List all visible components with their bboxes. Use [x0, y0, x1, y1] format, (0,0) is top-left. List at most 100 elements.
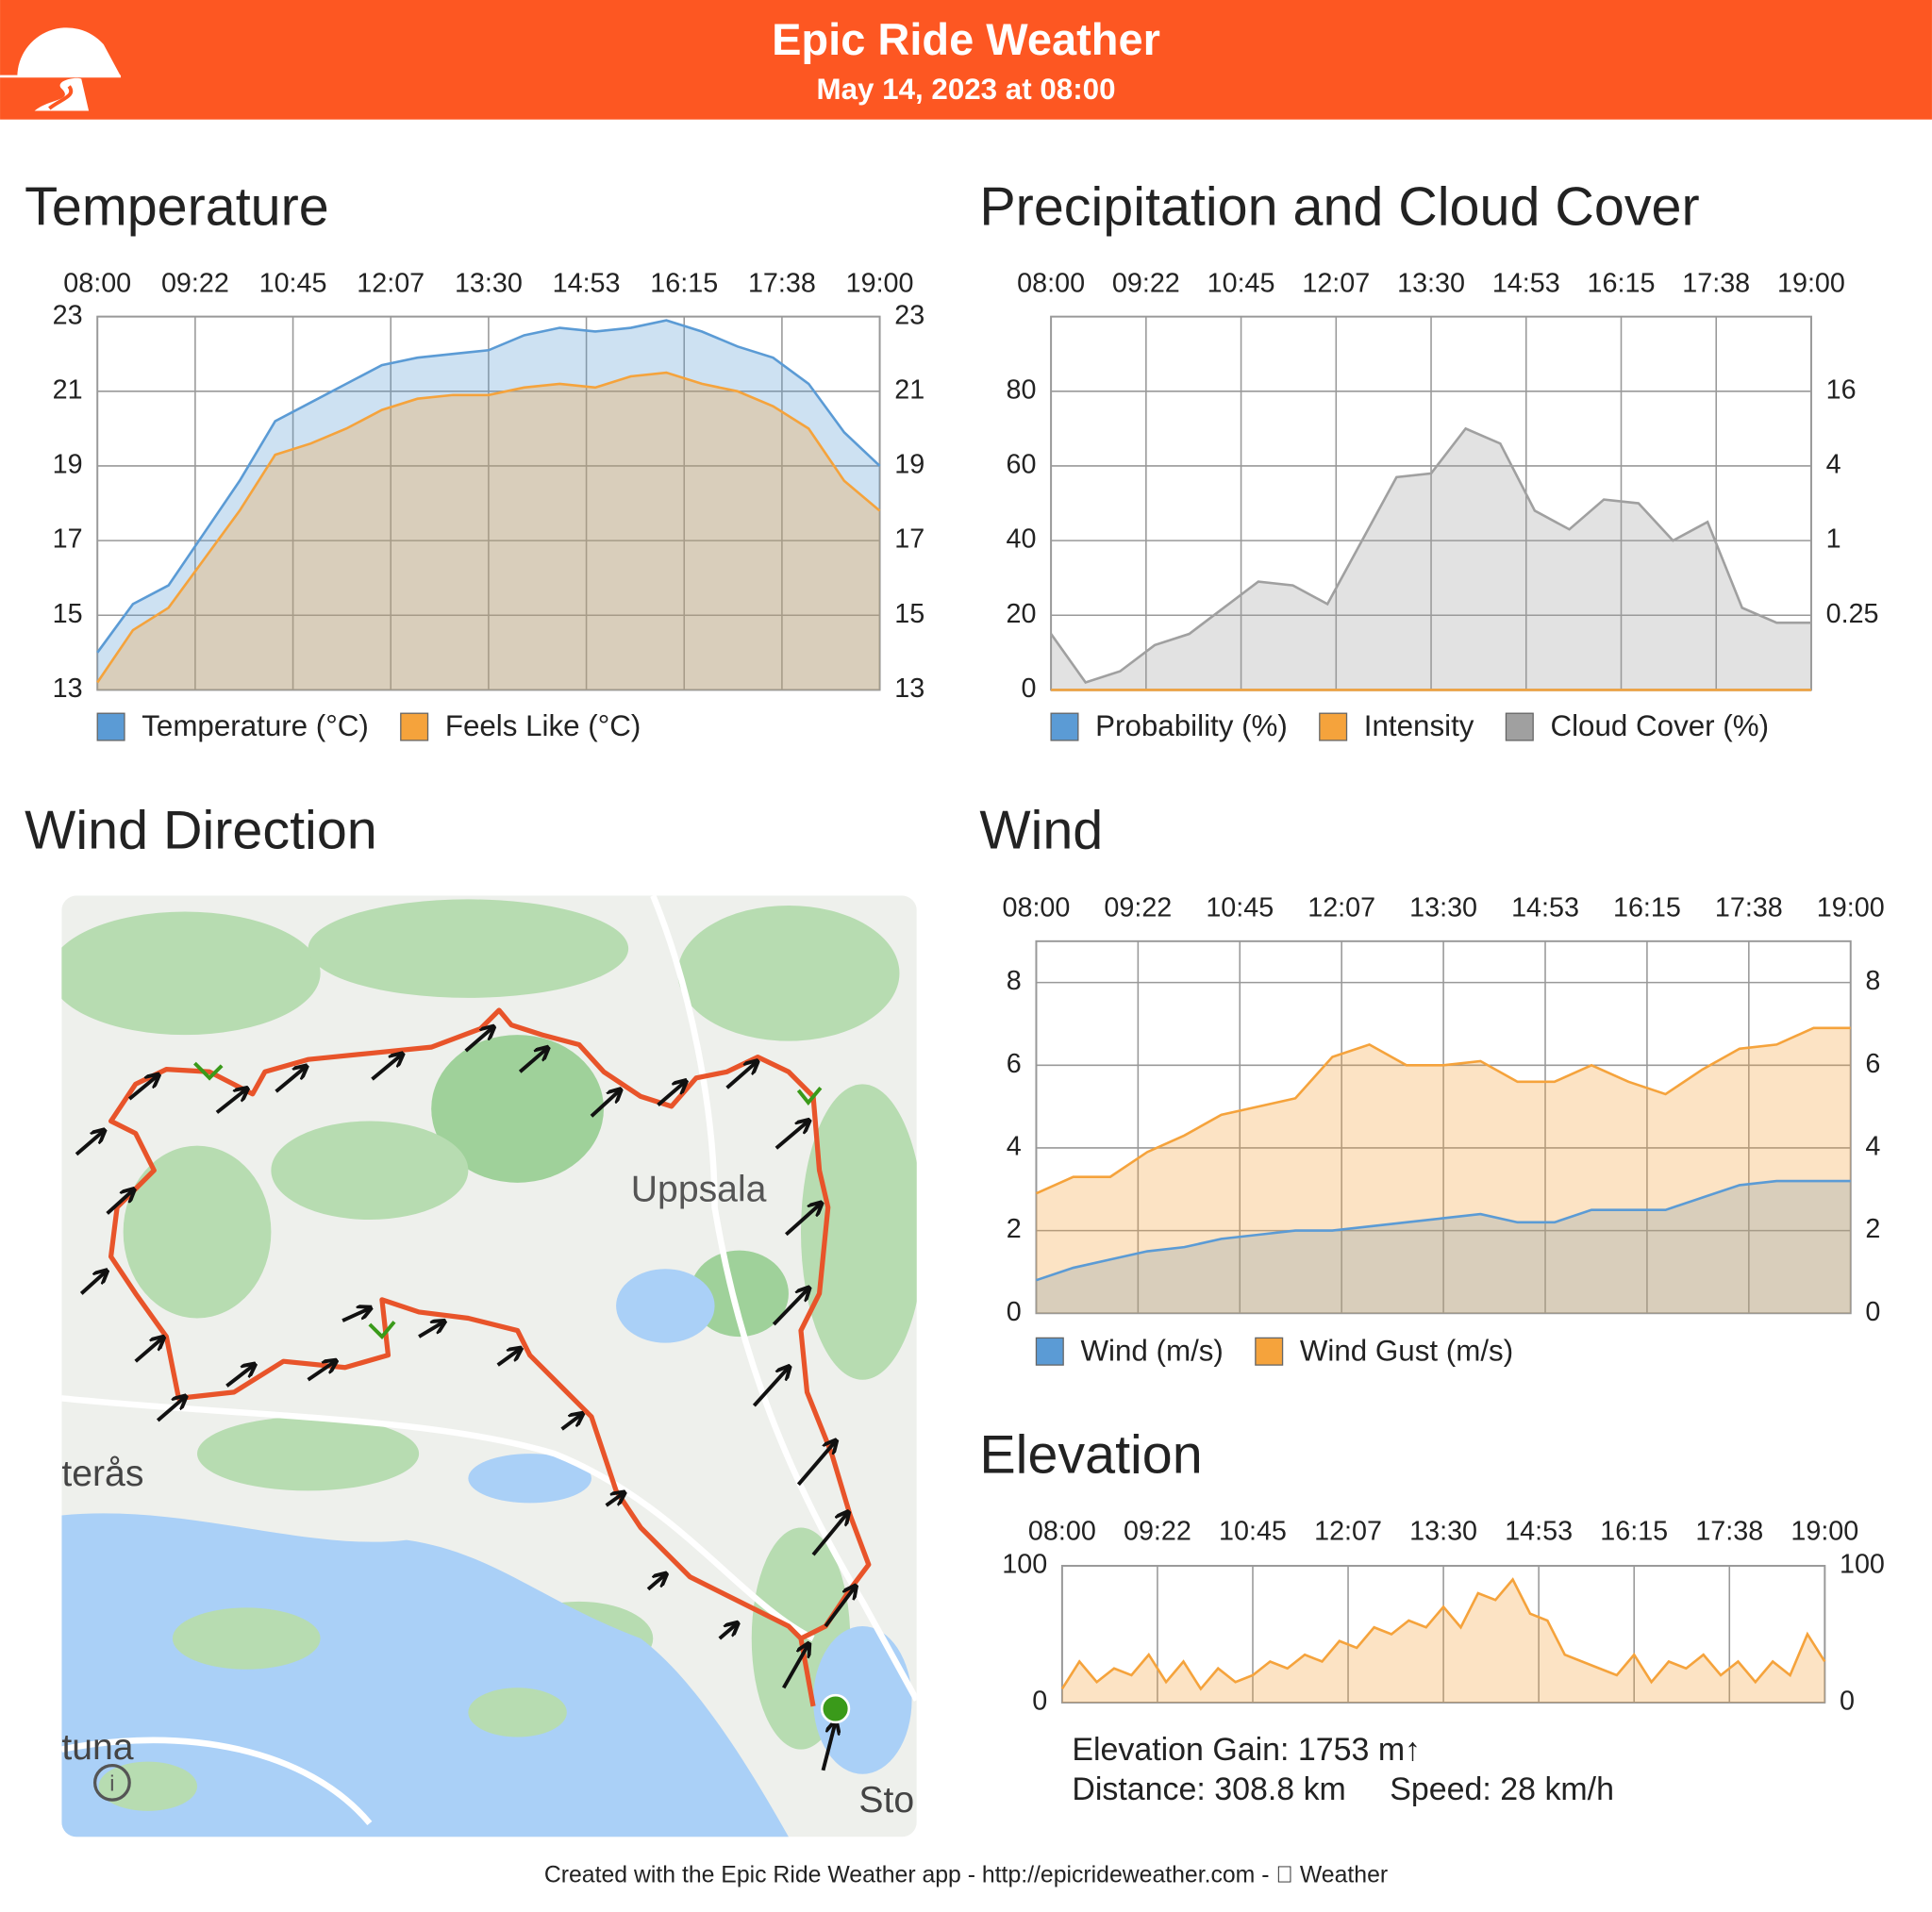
y-tick-label: 100	[1002, 1550, 1047, 1580]
header-title: Epic Ride Weather	[772, 14, 1160, 64]
y-tick-label: 8	[1007, 966, 1022, 996]
distance: Distance: 308.8 km	[1072, 1771, 1346, 1807]
y-tick-label: 15	[53, 599, 83, 629]
y-tick-label: 0	[1032, 1687, 1047, 1717]
x-tick-label: 10:45	[1219, 1516, 1287, 1546]
svg-text:i: i	[109, 1771, 114, 1796]
x-tick-label: 16:15	[1613, 892, 1681, 923]
legend-swatch	[400, 712, 429, 741]
x-tick-label: 09:22	[1124, 1516, 1191, 1546]
x-tick-label: 14:53	[1505, 1516, 1573, 1546]
y-tick-label: 6	[1007, 1049, 1022, 1079]
header-bar	[0, 0, 1932, 120]
x-tick-label: 12:07	[1314, 1516, 1382, 1546]
map-label: terås	[61, 1454, 143, 1494]
section-title: Wind Direction	[25, 800, 377, 860]
series-line	[1050, 426, 1811, 685]
y2-tick-label: 17	[894, 524, 924, 555]
y2-tick-label: 0	[1840, 1687, 1855, 1717]
x-tick-label: 13:30	[455, 268, 523, 298]
area-fill	[1061, 1579, 1825, 1703]
legend-swatch	[96, 712, 125, 741]
y2-tick-label: 4	[1865, 1132, 1880, 1162]
area-fill	[97, 373, 880, 690]
chart-title: Temperature	[25, 177, 329, 238]
legend-swatch	[1035, 1337, 1064, 1366]
y-tick-label: 13	[53, 673, 83, 704]
x-tick-label: 08:00	[1003, 892, 1071, 923]
chart-title: Precipitation and Cloud Cover	[979, 177, 1699, 238]
header-subtitle: May 14, 2023 at 08:00	[817, 73, 1116, 106]
x-tick-label: 09:22	[1104, 892, 1172, 923]
area-fill	[1051, 428, 1811, 690]
series-line	[96, 319, 881, 654]
x-tick-label: 09:22	[161, 268, 229, 298]
x-tick-label: 17:38	[1682, 268, 1750, 298]
x-tick-label: 14:53	[553, 268, 621, 298]
y-tick-label: 23	[53, 300, 83, 330]
x-tick-label: 16:15	[1588, 268, 1656, 298]
y2-tick-label: 19	[894, 450, 924, 480]
x-tick-label: 13:30	[1409, 892, 1477, 923]
y-tick-label: 40	[1006, 524, 1036, 555]
y2-tick-label: 0	[1865, 1297, 1880, 1327]
map-label: Sto	[858, 1780, 914, 1821]
x-tick-label: 19:00	[1790, 1516, 1858, 1546]
y2-tick-label: 100	[1840, 1550, 1885, 1580]
x-tick-label: 08:00	[63, 268, 131, 298]
y-tick-label: 19	[53, 450, 83, 480]
chart-title: Elevation	[979, 1425, 1202, 1486]
y2-tick-label: 0.25	[1826, 599, 1879, 629]
y2-tick-label: 21	[894, 374, 924, 405]
x-tick-label: 10:45	[1206, 892, 1274, 923]
legend-label: Feels Like (°C)	[445, 709, 641, 742]
y2-tick-label: 1	[1826, 524, 1841, 555]
y2-tick-label: 4	[1826, 450, 1841, 480]
y2-tick-label: 6	[1865, 1049, 1880, 1079]
y-tick-label: 4	[1007, 1132, 1022, 1162]
footer: Created with the Epic Ride Weather app -…	[544, 1863, 1388, 1888]
series-line	[1035, 1026, 1851, 1195]
x-tick-label: 08:00	[1028, 1516, 1096, 1546]
x-tick-label: 16:15	[1600, 1516, 1668, 1546]
map-label: Uppsala	[631, 1169, 767, 1209]
map-label: tuna	[61, 1727, 133, 1768]
x-tick-label: 10:45	[1208, 268, 1275, 298]
legend-label: Probability (%)	[1095, 709, 1288, 742]
y2-tick-label: 16	[1826, 374, 1857, 405]
legend-swatch	[1050, 712, 1079, 741]
x-tick-label: 19:00	[1777, 268, 1845, 298]
x-tick-label: 08:00	[1017, 268, 1085, 298]
legend-label: Wind (m/s)	[1080, 1334, 1223, 1367]
legend-label: Temperature (°C)	[142, 709, 369, 742]
series-line	[1036, 1179, 1851, 1282]
legend-swatch	[1255, 1337, 1284, 1366]
x-tick-label: 10:45	[259, 268, 327, 298]
series-line	[96, 371, 881, 684]
elevation-gain: Elevation Gain: 1753 m↑	[1072, 1732, 1421, 1768]
legend-swatch	[1319, 712, 1348, 741]
logo	[0, 27, 122, 111]
x-tick-label: 17:38	[1695, 1516, 1763, 1546]
legend-label: Intensity	[1364, 709, 1474, 742]
legend-swatch	[1505, 712, 1534, 741]
y2-tick-label: 23	[894, 300, 924, 330]
series-line	[1060, 1577, 1826, 1691]
y2-tick-label: 15	[894, 599, 924, 629]
x-tick-label: 17:38	[1715, 892, 1783, 923]
x-tick-label: 14:53	[1492, 268, 1560, 298]
x-tick-label: 12:07	[357, 268, 425, 298]
y-tick-label: 2	[1007, 1214, 1022, 1244]
y-tick-label: 17	[53, 524, 83, 555]
x-tick-label: 16:15	[650, 268, 718, 298]
y2-tick-label: 8	[1865, 966, 1880, 996]
x-tick-label: 09:22	[1112, 268, 1180, 298]
speed: Speed: 28 km/h	[1390, 1771, 1614, 1807]
x-tick-label: 13:30	[1409, 1516, 1477, 1546]
y-tick-label: 0	[1007, 1297, 1022, 1327]
y-tick-label: 60	[1006, 450, 1036, 480]
x-tick-label: 13:30	[1397, 268, 1465, 298]
area-fill	[1036, 1181, 1851, 1314]
legend-label: Wind Gust (m/s)	[1300, 1334, 1513, 1367]
y-tick-label: 21	[53, 374, 83, 405]
